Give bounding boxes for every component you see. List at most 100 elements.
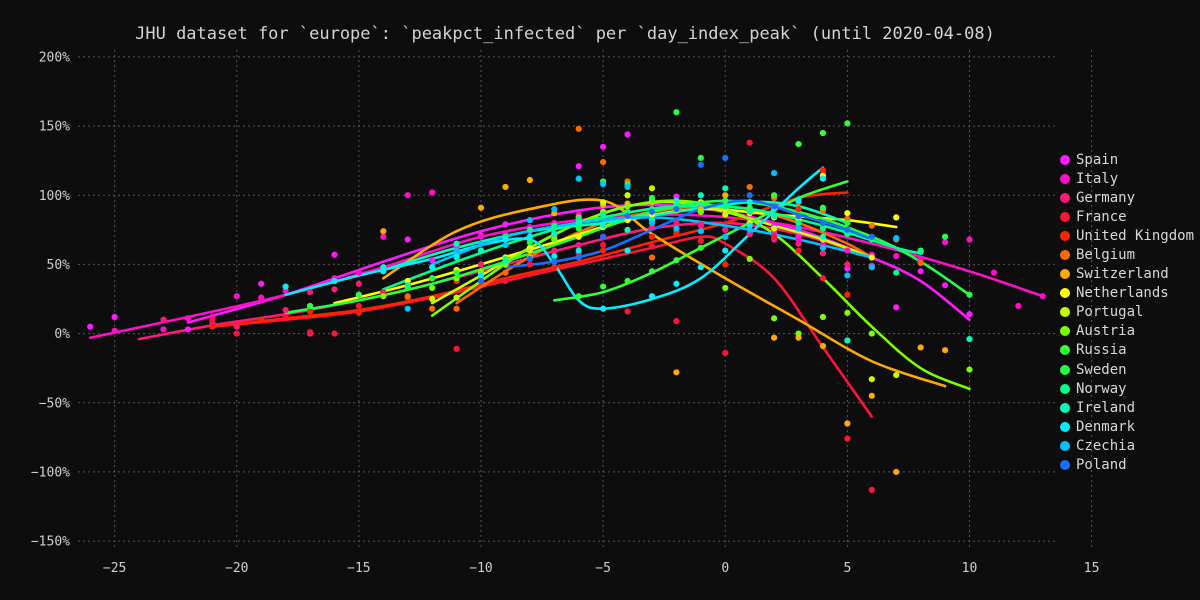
legend-label: France: [1076, 208, 1127, 225]
data-point: [941, 239, 949, 246]
data-point: [893, 269, 900, 276]
data-point: [477, 277, 485, 285]
data-point: [282, 313, 289, 321]
data-point: [917, 248, 924, 256]
data-point: [795, 205, 802, 213]
legend-item: Norway: [1060, 379, 1194, 398]
data-point: [697, 237, 704, 244]
data-point: [477, 240, 485, 247]
data-point: [819, 244, 827, 251]
x-tick-label: −5: [595, 561, 611, 576]
legend-swatch: [1060, 154, 1070, 165]
data-point: [184, 315, 192, 322]
data-point: [624, 308, 631, 315]
data-point: [624, 192, 631, 199]
x-tick-label: 10: [962, 561, 978, 576]
data-point: [526, 239, 533, 246]
data-point: [844, 226, 851, 233]
legend-label: Ireland: [1076, 399, 1136, 416]
data-point: [819, 313, 827, 321]
data-point: [722, 247, 729, 254]
data-point: [380, 293, 387, 300]
legend-item: Czechia: [1060, 436, 1194, 455]
data-point: [795, 330, 802, 337]
data-point: [453, 305, 460, 312]
data-point: [111, 327, 118, 334]
data-point: [648, 219, 656, 227]
data-point: [600, 233, 607, 240]
axes: −25 −20 −15 −10 −5 0 5 10 15 200% 150% 100% 50% 0% −50…: [31, 50, 1100, 576]
data-point: [624, 277, 631, 285]
data-point: [453, 247, 460, 254]
data-point: [575, 241, 582, 249]
data-point: [526, 261, 533, 268]
data-point: [477, 204, 485, 211]
data-point: [673, 230, 680, 238]
data-point: [673, 109, 680, 116]
legend-swatch: [1060, 211, 1070, 222]
legend-swatch: [1060, 192, 1070, 203]
data-point: [477, 233, 485, 240]
data-point: [575, 254, 582, 261]
legend-item: Portugal: [1060, 303, 1194, 322]
legend-label: Czechia: [1076, 437, 1136, 454]
data-point: [966, 366, 973, 373]
data-point: [819, 233, 827, 240]
y-tick-label: 100%: [39, 189, 70, 204]
data-point: [648, 243, 656, 250]
data-point: [844, 261, 851, 268]
data-point: [893, 371, 900, 379]
data-points: [87, 109, 1046, 493]
data-point: [917, 268, 924, 275]
data-point: [697, 154, 704, 161]
data-point: [282, 306, 289, 314]
data-point: [697, 192, 704, 199]
data-point: [453, 294, 460, 301]
data-point: [551, 264, 558, 271]
data-point: [624, 131, 631, 138]
data-point: [966, 336, 973, 343]
data-point: [648, 254, 656, 261]
data-point: [673, 219, 680, 227]
legend-swatch: [1060, 345, 1070, 356]
data-point: [526, 255, 533, 262]
data-point: [795, 247, 802, 254]
data-point: [331, 286, 338, 293]
data-point: [819, 225, 827, 232]
data-point: [819, 175, 827, 182]
data-point: [502, 241, 509, 249]
data-point: [551, 253, 558, 260]
legend-label: Germany: [1076, 189, 1136, 206]
data-point: [844, 247, 851, 254]
data-point: [429, 284, 436, 292]
legend-swatch: [1060, 460, 1070, 471]
data-point: [844, 120, 851, 127]
data-point: [893, 253, 900, 260]
data-point: [771, 170, 778, 177]
legend-swatch: [1060, 402, 1070, 413]
data-point: [795, 140, 802, 148]
data-point: [844, 272, 851, 279]
legend-item: Austria: [1060, 322, 1194, 341]
data-point: [966, 311, 973, 318]
data-point: [233, 323, 240, 330]
data-point: [844, 420, 851, 427]
data-point: [795, 212, 802, 220]
data-point: [600, 241, 607, 249]
data-point: [502, 236, 509, 243]
data-point: [746, 208, 753, 215]
data-point: [526, 233, 533, 240]
data-point: [648, 208, 656, 215]
data-point: [893, 235, 900, 242]
data-point: [868, 392, 875, 399]
data-point: [306, 329, 314, 336]
data-point: [306, 288, 314, 296]
data-point: [404, 293, 411, 300]
legend-item: Sweden: [1060, 360, 1194, 379]
data-point: [575, 163, 582, 170]
data-point: [502, 269, 509, 276]
x-tick-label: −20: [225, 561, 248, 576]
data-point: [868, 254, 875, 261]
legend-label: Norway: [1076, 380, 1127, 397]
